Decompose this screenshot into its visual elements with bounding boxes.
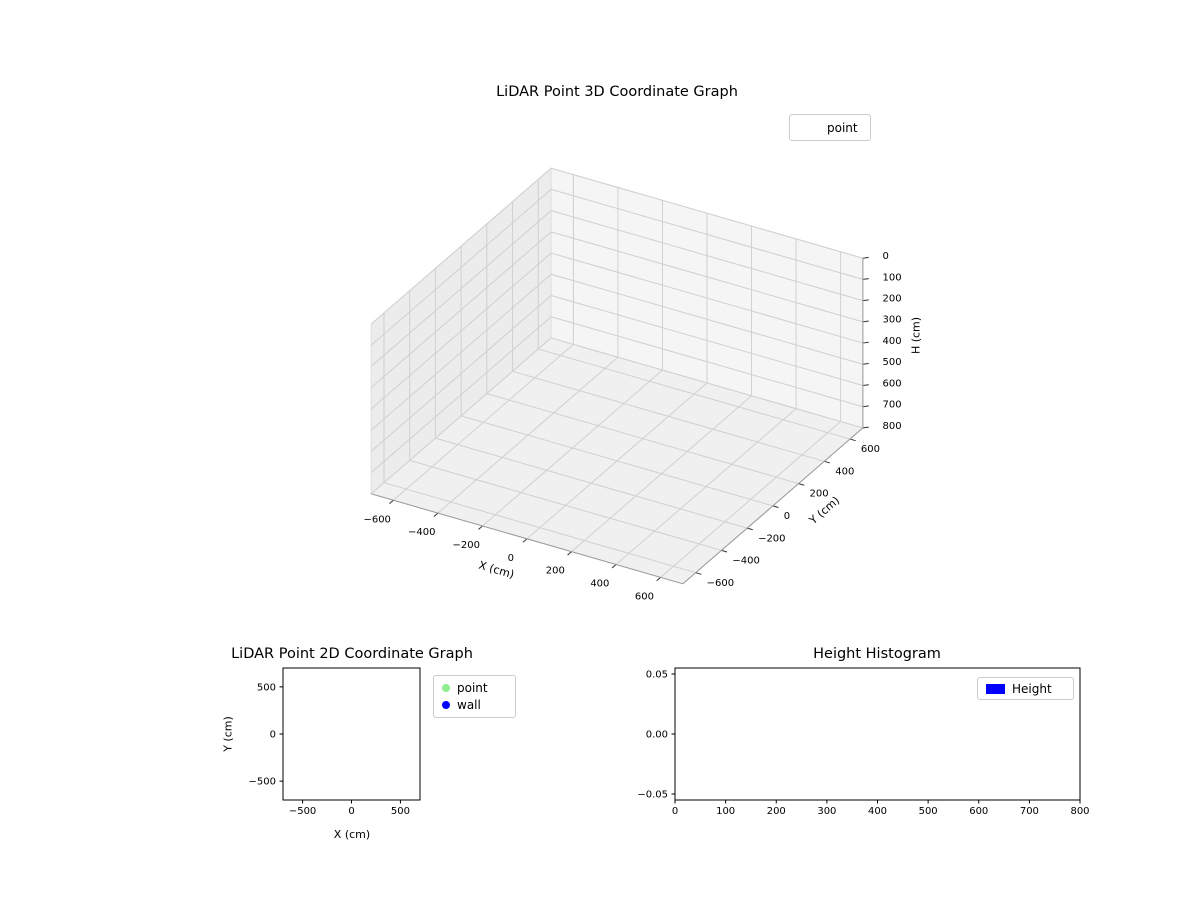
z-tick-label: 200 [883,293,902,304]
hist-title: Height Histogram [813,646,941,662]
x-tick-label: 200 [546,566,565,577]
z-tick-label: 500 [883,357,902,368]
hist-x-tick-label: 700 [1020,806,1039,817]
hist-x-tick-label: 100 [716,806,735,817]
plot2d-y-tick-label: −500 [249,777,276,788]
plot2d-legend-label-wall: wall [457,698,481,712]
hist-y-tick-label: 0.05 [646,670,668,681]
y-tick-label: −600 [707,578,734,589]
y-tick-label: 0 [784,511,790,522]
y-tick-label: −200 [758,533,785,544]
x-tick-label: 400 [590,579,609,590]
plot2d-legend-label-point: point [457,681,488,695]
z-tick-label: 800 [883,421,902,432]
z-tick-label: 300 [883,315,902,326]
hist-legend: Height [977,677,1074,700]
z-tick-label: 400 [883,336,902,347]
x-tick-label: −200 [453,540,480,551]
plot2d-legend-row-point: point [442,681,507,695]
x-tick-label: 0 [508,553,514,564]
plot2d-x-tick-label: 500 [391,806,410,817]
plot3d-legend-row: point [798,121,862,135]
z-tick-label: 100 [883,272,902,283]
hist-y-tick-label: −0.05 [637,790,668,801]
plot3d-axes: −600 −400 −200 0 200 400 600 −600 −400 −200 0 200 40… [363,167,922,602]
plot3d-legend-label: point [827,120,858,135]
plot2d-title: LiDAR Point 2D Coordinate Graph [231,646,473,662]
plot2d-legend-row-wall: wall [442,698,507,712]
hist-x-tick-label: 0 [672,806,678,817]
hist-y-tick-label: 0.00 [646,730,668,741]
hist-x-tick-label: 300 [817,806,836,817]
hist-x-tick-label: 600 [969,806,988,817]
hist-legend-row: Height [986,682,1065,696]
plot2d-xlabel: X (cm) [333,828,371,841]
plot2d-y-tick-label: 500 [257,682,276,693]
z-tick-label: 700 [883,400,902,411]
plot2d-legend-marker-wall [442,701,450,709]
y-tick-label: 600 [861,444,880,455]
plot2d-ylabel: Y (cm) [221,716,235,752]
y-tick-label: 400 [835,466,854,477]
plot3d-ticks [389,256,869,582]
hist-x-tick-label: 500 [919,806,938,817]
plot3d-grid [370,167,864,578]
plot2d-legend: point wall [433,675,516,718]
hist-x-tick-label: 800 [1070,806,1089,817]
y-tick-label: 200 [810,489,829,500]
hist-legend-label: Height [1012,681,1052,696]
plot2d-x-tick-label: −500 [289,806,316,817]
plot2d-y-tick-label: 0 [270,730,276,741]
y-tick-label: −400 [732,556,759,567]
plot2d-legend-marker-point [442,684,450,692]
hist-legend-patch [986,683,1005,694]
z-tick-label: 0 [883,251,889,262]
x-tick-label: −600 [363,514,390,525]
plot2d-axes: −500 0 500 −500 0 500 [249,667,421,817]
plot3d-title: LiDAR Point 3D Coordinate Graph [496,84,738,100]
x-tick-label: −400 [408,527,435,538]
hist-x-tick-label: 400 [868,806,887,817]
legend-marker-blank [798,123,820,133]
hist-x-tick-label: 200 [767,806,786,817]
plot3d-legend: point [789,114,871,141]
plot3d-zaxis-label: H (cm) [909,317,922,354]
x-tick-label: 600 [635,591,654,602]
plot3d-tick-labels: −600 −400 −200 0 200 400 600 −600 −400 −200 0 200 40… [363,251,901,602]
z-tick-label: 600 [883,378,902,389]
plot2d-x-tick-label: 0 [348,806,354,817]
